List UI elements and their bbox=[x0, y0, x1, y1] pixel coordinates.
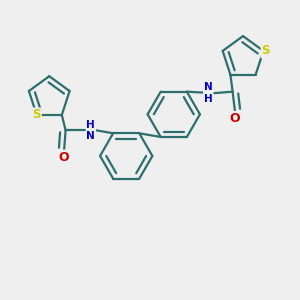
Text: S: S bbox=[32, 108, 41, 122]
Text: S: S bbox=[262, 44, 270, 57]
Text: N
H: N H bbox=[204, 82, 213, 104]
Text: O: O bbox=[59, 151, 69, 164]
Text: O: O bbox=[230, 112, 240, 125]
Text: H
N: H N bbox=[86, 119, 95, 141]
